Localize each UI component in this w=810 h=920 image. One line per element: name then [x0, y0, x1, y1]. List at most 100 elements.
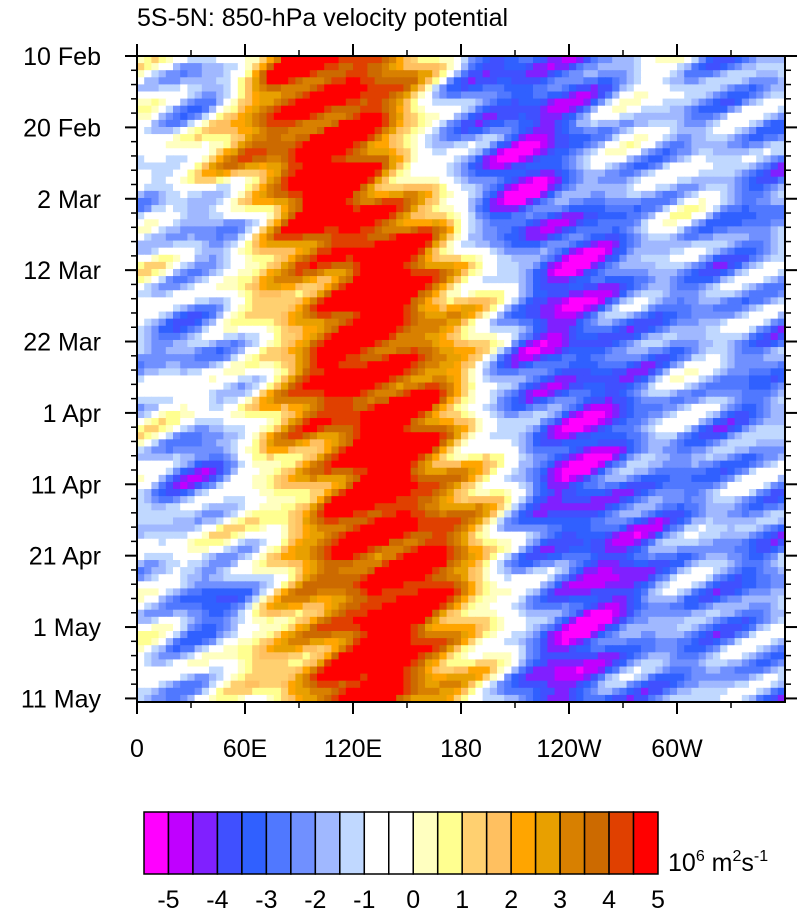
heatmap-cell: [309, 240, 318, 249]
heatmap-cell: [576, 141, 584, 149]
heatmap-cell: [713, 162, 721, 171]
heatmap-cell: [230, 183, 239, 192]
heatmap-cell: [713, 318, 721, 327]
heatmap-cell: [345, 176, 354, 185]
heatmap-cell: [641, 439, 649, 448]
heatmap-cell: [151, 254, 160, 263]
heatmap-cell: [353, 290, 361, 298]
heatmap-cell: [331, 446, 340, 455]
heatmap-cell: [360, 268, 368, 277]
heatmap-cell: [389, 290, 397, 298]
heatmap-cell: [360, 141, 368, 149]
heatmap-cell: [576, 261, 584, 270]
heatmap-cell: [734, 276, 743, 284]
heatmap-cell: [453, 290, 462, 298]
heatmap-cell: [302, 261, 311, 270]
heatmap-cell: [216, 63, 224, 71]
heatmap-cell: [511, 354, 520, 362]
heatmap-cell: [554, 176, 563, 185]
heatmap-cell: [353, 162, 361, 171]
heatmap-cell: [777, 354, 786, 362]
heatmap-cell: [626, 240, 635, 249]
heatmap-cell: [165, 119, 174, 128]
heatmap-cell: [669, 162, 678, 171]
heatmap-cell: [504, 155, 512, 164]
heatmap-cell: [381, 332, 390, 341]
heatmap-cell: [425, 190, 433, 199]
heatmap-cell: [468, 190, 476, 199]
heatmap-cell: [151, 119, 160, 128]
heatmap-cell: [763, 247, 772, 256]
heatmap-cell: [597, 382, 606, 391]
heatmap-cell: [461, 425, 469, 433]
heatmap-cell: [396, 105, 404, 114]
heatmap-cell: [561, 212, 570, 220]
heatmap-cell: [446, 233, 455, 242]
heatmap-cell: [439, 134, 448, 142]
heatmap-cell: [691, 212, 700, 220]
heatmap-cell: [353, 432, 361, 440]
heatmap-cell: [533, 354, 541, 362]
heatmap-cell: [540, 254, 548, 263]
heatmap-cell: [605, 162, 613, 171]
heatmap-cell: [288, 183, 296, 192]
heatmap-cell: [389, 119, 397, 128]
heatmap-cell: [576, 410, 584, 419]
heatmap-cell: [677, 183, 685, 192]
heatmap-cell: [317, 134, 325, 142]
heatmap-cell: [295, 339, 304, 348]
heatmap-cell: [273, 410, 282, 419]
heatmap-cell: [374, 396, 383, 405]
heatmap-cell: [223, 162, 232, 171]
heatmap-cell: [144, 389, 152, 398]
heatmap-cell: [338, 325, 347, 334]
heatmap-cell: [525, 226, 534, 235]
heatmap-cell: [432, 425, 440, 433]
heatmap-cell: [367, 375, 376, 384]
heatmap-cell: [173, 119, 181, 128]
heatmap-cell: [533, 375, 541, 384]
heatmap-cell: [417, 169, 426, 178]
heatmap-cell: [353, 126, 361, 135]
heatmap-cell: [561, 439, 570, 448]
heatmap-cell: [223, 403, 232, 412]
heatmap-cell: [713, 410, 721, 419]
heatmap-cell: [187, 183, 196, 192]
heatmap-cell: [569, 339, 577, 348]
heatmap-cell: [353, 354, 361, 362]
heatmap-cell: [417, 290, 426, 298]
heatmap-cell: [684, 219, 692, 227]
heatmap-cell: [288, 205, 296, 213]
heatmap-cell: [245, 119, 253, 128]
heatmap-cell: [677, 56, 685, 64]
heatmap-cell: [396, 361, 404, 369]
heatmap-cell: [489, 119, 498, 128]
heatmap-cell: [309, 254, 318, 263]
heatmap-cell: [677, 84, 685, 93]
heatmap-cell: [684, 268, 692, 277]
heatmap-cell: [252, 197, 260, 206]
heatmap-cell: [705, 304, 714, 313]
heatmap-cell: [547, 368, 556, 377]
heatmap-cell: [187, 233, 196, 242]
heatmap-cell: [518, 134, 527, 142]
heatmap-cell: [497, 332, 505, 341]
heatmap-cell: [266, 112, 275, 121]
heatmap-cell: [533, 389, 541, 398]
heatmap-cell: [720, 261, 728, 270]
heatmap-cell: [295, 70, 304, 78]
heatmap-cell: [151, 226, 160, 235]
heatmap-cell: [273, 347, 282, 355]
heatmap-cell: [518, 339, 527, 348]
heatmap-cell: [590, 354, 599, 362]
heatmap-cell: [180, 261, 188, 270]
heatmap-cell: [569, 396, 577, 405]
heatmap-cell: [468, 240, 476, 249]
heatmap-cell: [741, 233, 750, 242]
heatmap-cell: [727, 162, 736, 171]
heatmap-cell: [367, 396, 376, 405]
heatmap-cell: [770, 304, 779, 313]
heatmap-cell: [201, 261, 210, 270]
heatmap-cell: [396, 169, 404, 178]
heatmap-cell: [453, 389, 462, 398]
